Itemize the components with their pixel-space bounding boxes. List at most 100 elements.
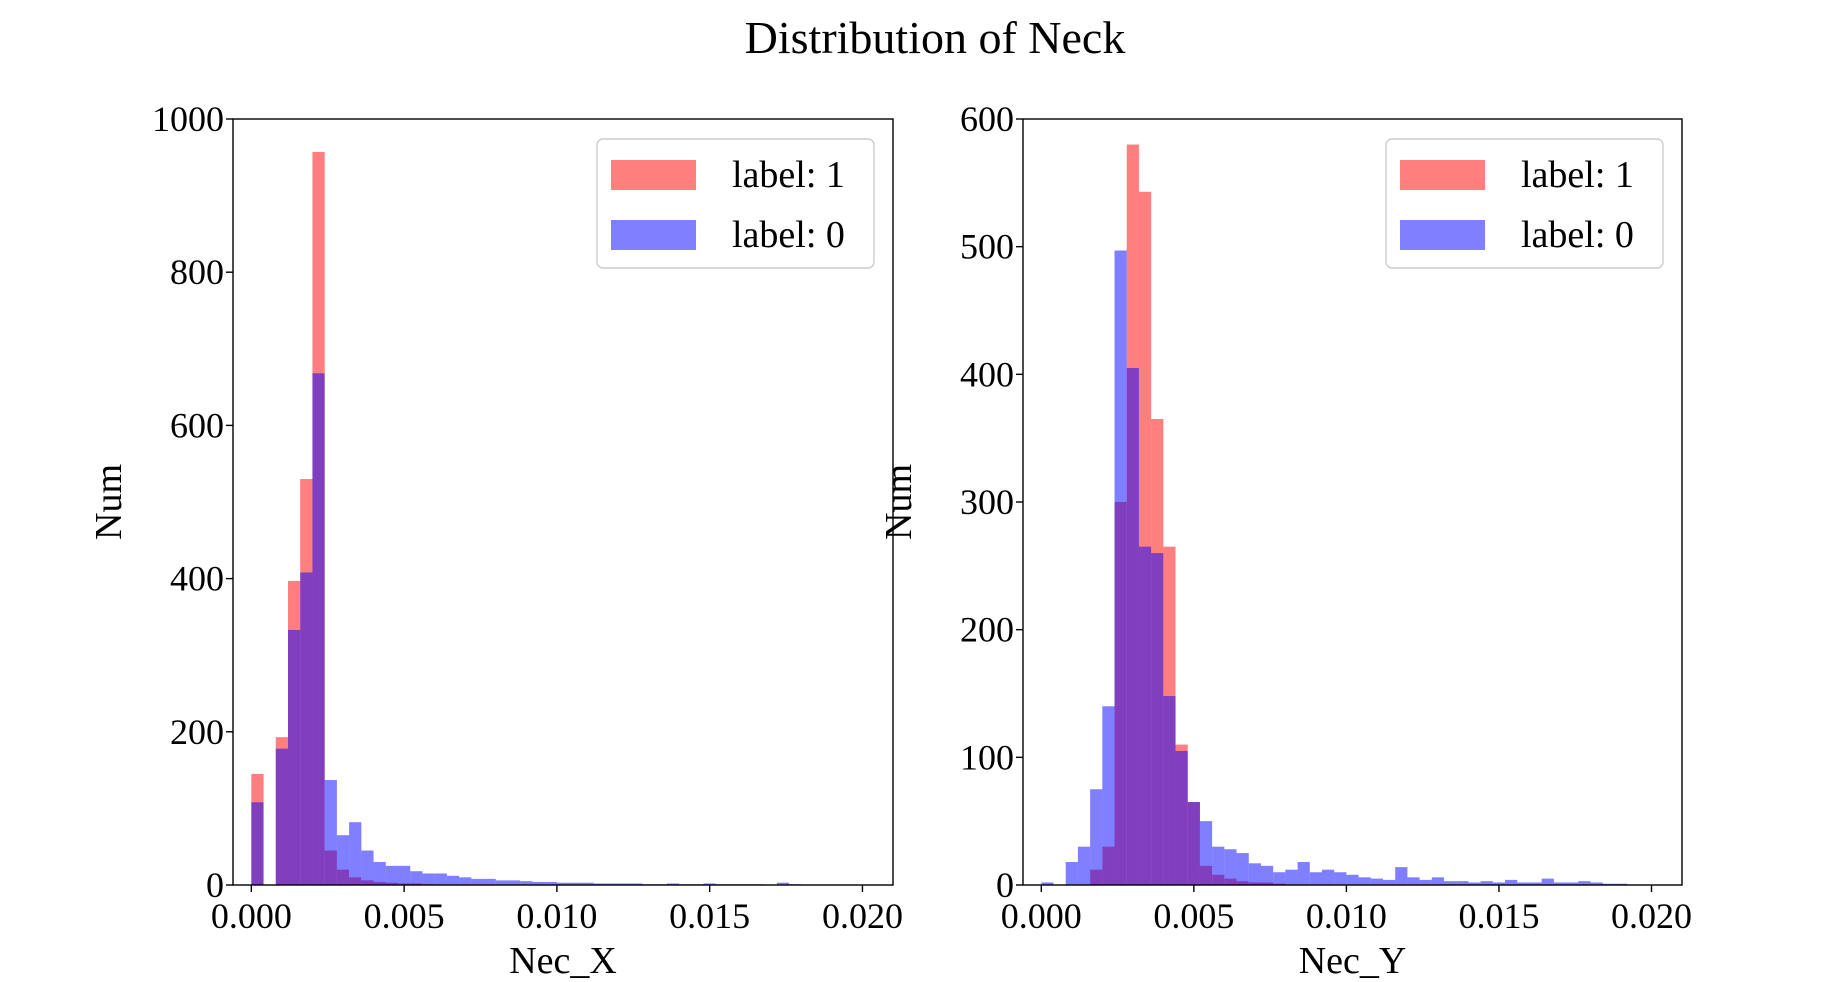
x-tick-label: 0.000	[1001, 896, 1082, 936]
histogram-bar	[1285, 869, 1298, 885]
histogram-bar	[776, 882, 790, 885]
histogram-bar	[520, 881, 533, 885]
histogram-bar	[1236, 853, 1249, 885]
histogram-bar	[1456, 881, 1469, 885]
histogram-bar	[544, 881, 557, 885]
histogram-bar	[385, 865, 398, 885]
legend: label: 1 label: 0	[596, 138, 875, 269]
series-label-0-bars	[251, 373, 802, 885]
histogram-bar	[1553, 882, 1567, 885]
legend-swatch	[1400, 160, 1485, 190]
x-tick-label: 0.010	[516, 896, 597, 936]
histogram-bar	[373, 862, 386, 885]
histogram-bar	[1321, 869, 1335, 885]
legend-label: label: 0	[732, 214, 845, 256]
histogram-bar	[1431, 877, 1445, 885]
histogram-bar	[703, 883, 716, 885]
x-axis-label: Nec_Y	[1299, 940, 1407, 982]
histogram-bar	[1578, 881, 1591, 885]
histogram-bar	[1590, 882, 1603, 885]
histogram-bar	[569, 882, 582, 885]
y-tick-label: 600	[960, 99, 1014, 139]
legend-label: label: 1	[732, 154, 845, 196]
histogram-bar	[398, 865, 411, 885]
histogram-bar	[300, 572, 313, 885]
histogram-bar	[1151, 553, 1164, 885]
histogram-panel-nec-y: 0.000 0.005 0.010 0.015 0.020 0 100 200 300 400 50…	[878, 99, 1692, 982]
histogram-bar	[666, 883, 680, 885]
y-axis-label: Num	[878, 464, 920, 540]
histogram-bar	[1199, 821, 1213, 885]
histogram-bar	[483, 878, 496, 885]
histogram-bar	[495, 880, 508, 885]
histogram-bar	[593, 883, 606, 885]
x-tick-label: 0.005	[364, 896, 445, 936]
histogram-bar	[1541, 878, 1554, 885]
histogram-bar	[1346, 874, 1359, 885]
histogram-bar	[361, 850, 374, 885]
legend: label: 1 label: 0	[1385, 138, 1664, 269]
histogram-bar	[605, 883, 618, 885]
histogram-bar	[1334, 872, 1347, 885]
histogram-bar	[556, 882, 570, 885]
histogram-bar	[618, 883, 631, 885]
histogram-bar	[1444, 881, 1457, 885]
histogram-bar	[532, 881, 545, 885]
histogram-bar	[508, 880, 521, 885]
legend-swatch	[611, 160, 696, 190]
histogram-bar	[1419, 879, 1432, 885]
y-axis-label: Num	[88, 464, 130, 540]
y-tick-label: 0	[996, 865, 1014, 905]
histogram-bar	[1529, 882, 1542, 885]
histogram-bar	[324, 780, 337, 885]
legend-label: label: 1	[1521, 154, 1634, 196]
histogram-bar	[275, 748, 288, 885]
y-tick-label: 600	[170, 405, 224, 445]
histogram-bar	[1065, 862, 1078, 885]
y-tick-label: 100	[960, 737, 1014, 777]
histogram-bar	[581, 882, 594, 885]
y-tick-label: 500	[960, 227, 1014, 267]
y-tick-label: 1000	[152, 99, 224, 139]
histogram-bar	[471, 878, 484, 885]
legend-label: label: 0	[1521, 214, 1634, 256]
plot-frame	[232, 118, 894, 886]
histogram-bar	[1383, 879, 1396, 885]
x-tick-label: 0.020	[1611, 896, 1692, 936]
histogram-bar	[1260, 865, 1274, 885]
histogram-bar	[1395, 867, 1408, 885]
histogram-bar	[630, 883, 643, 885]
x-tick-label: 0.015	[669, 896, 750, 936]
histogram-bar	[1041, 882, 1054, 885]
histogram-bar	[1224, 849, 1237, 885]
histogram-bar	[1492, 882, 1506, 885]
histogram-bar	[446, 875, 460, 885]
histogram-bar	[1480, 881, 1493, 885]
series-label-0-bars	[1041, 250, 1628, 885]
histogram-bar	[1248, 863, 1261, 885]
y-tick-label: 200	[170, 712, 224, 752]
y-tick-label: 0	[206, 865, 224, 905]
histogram-bar	[1517, 882, 1530, 885]
histogram-bar	[422, 873, 435, 885]
histogram-bar	[1114, 250, 1127, 885]
histogram-bar	[1566, 882, 1579, 885]
histogram-bar	[1273, 872, 1286, 885]
histogram-bar	[410, 871, 423, 885]
histogram-bar	[251, 802, 264, 885]
histogram-bar	[1102, 706, 1115, 885]
histogram-bar	[459, 877, 472, 885]
histogram-bar	[1505, 879, 1518, 885]
y-tick-label: 400	[170, 559, 224, 599]
x-tick-label: 0.005	[1153, 896, 1234, 936]
y-tick-label: 200	[960, 610, 1014, 650]
histogram-bar	[1370, 878, 1384, 885]
y-tick-label: 300	[960, 482, 1014, 522]
histogram-bar	[1309, 872, 1322, 885]
histogram-bar	[288, 629, 301, 885]
x-tick-label: 0.020	[822, 896, 903, 936]
x-tick-label: 0.000	[211, 896, 292, 936]
histogram-bar	[1187, 802, 1200, 885]
histogram-bar	[1212, 846, 1225, 885]
